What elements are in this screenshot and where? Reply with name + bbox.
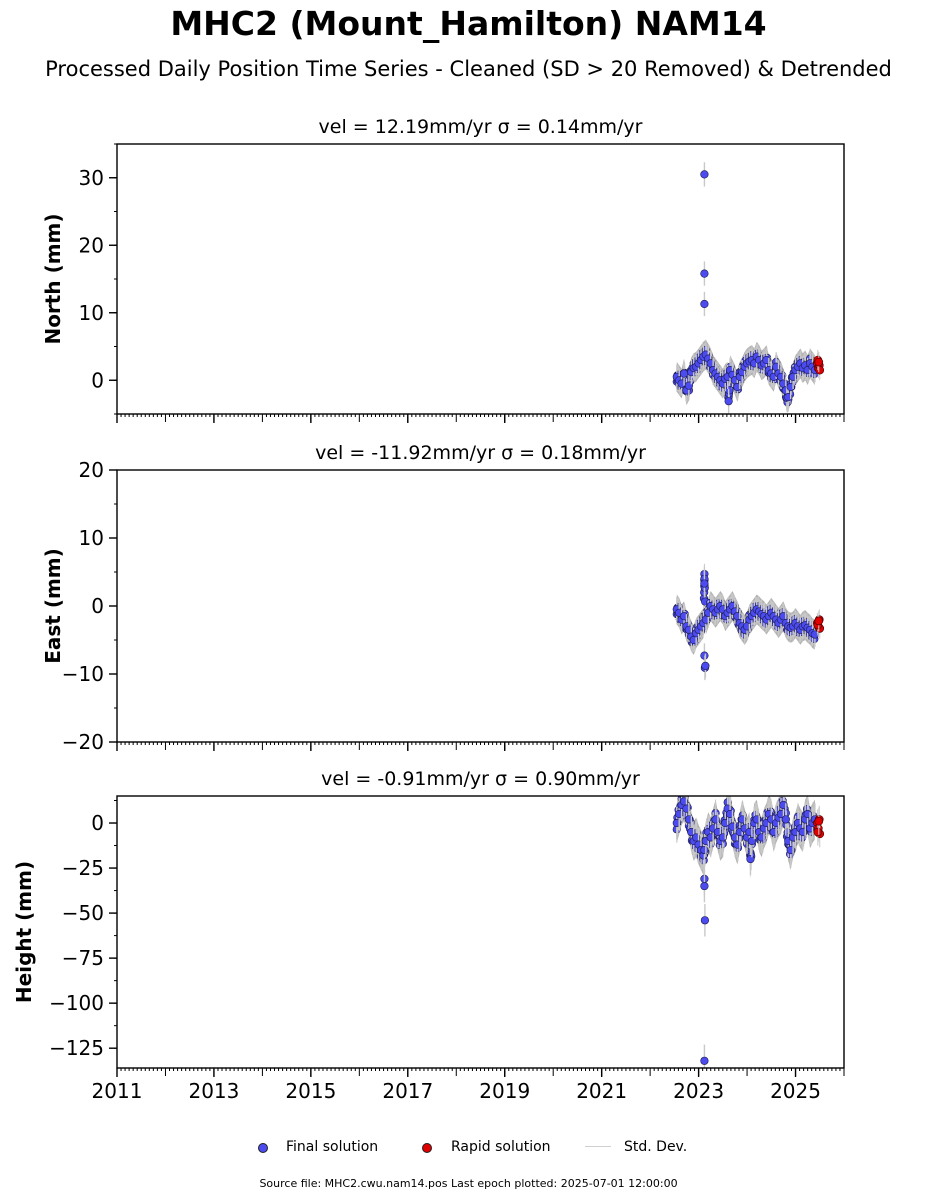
final-point: [746, 854, 755, 864]
x-tick-label: 2011: [92, 1079, 143, 1103]
final-point: [701, 661, 710, 670]
rapid-point: [814, 616, 824, 626]
x-tick-label: 2015: [285, 1079, 336, 1103]
legend-final-marker: [258, 1143, 268, 1153]
y-tick-label: 20: [79, 233, 104, 257]
y-tick-label: −125: [49, 1036, 104, 1060]
y-axis-label: East (mm): [41, 548, 65, 664]
chart-subtitle: Processed Daily Position Time Series - C…: [45, 57, 892, 81]
legend-rapid-marker: [422, 1143, 432, 1153]
legend-std-label: Std. Dev.: [624, 1139, 688, 1155]
y-axis-label: North (mm): [41, 213, 65, 344]
panel-east: vel = -11.92mm/yr σ = 0.18mm/yr East (mm)…: [41, 442, 845, 754]
final-point: [700, 845, 709, 855]
panel-height: vel = -0.91mm/yr σ = 0.90mm/yr Height (mm…: [12, 768, 845, 1103]
x-tick-label: 2019: [479, 1079, 530, 1103]
y-tick-label: 0: [91, 594, 104, 618]
final-point: [700, 579, 709, 588]
final-point: [781, 815, 790, 824]
y-tick-label: 20: [79, 458, 104, 482]
panel-north: vel = 12.19mm/yr σ = 0.14mm/yr North (mm)…: [41, 116, 845, 423]
y-tick-label: 10: [79, 526, 104, 550]
x-tick-label: 2017: [382, 1079, 433, 1103]
x-tick-label: 2021: [576, 1079, 627, 1103]
x-tick-label: 2013: [188, 1079, 239, 1103]
rapid-point: [813, 827, 823, 837]
final-point: [700, 1056, 709, 1065]
y-tick-label: −10: [62, 662, 104, 686]
y-tick-label: −25: [62, 856, 104, 880]
std-dev-band: [676, 563, 815, 655]
rapid-point: [814, 357, 824, 367]
legend-std-line: [585, 1146, 611, 1147]
y-tick-label: 0: [91, 811, 104, 835]
y-tick-label: 0: [91, 368, 104, 392]
plot-area: [672, 162, 825, 414]
y-tick-label: −75: [62, 946, 104, 970]
x-tick-label: 2025: [770, 1079, 821, 1103]
y-tick-label: 30: [79, 166, 104, 190]
final-point: [700, 269, 709, 278]
panel-title: vel = 12.19mm/yr σ = 0.14mm/yr: [319, 116, 643, 138]
axes-frame: [116, 469, 845, 743]
y-tick-label: −100: [49, 991, 104, 1015]
y-tick-label: −20: [62, 730, 104, 754]
chart-title: MHC2 (Mount_Hamilton) NAM14: [170, 4, 767, 43]
final-point: [700, 916, 710, 925]
x-tick-label: 2023: [673, 1079, 724, 1103]
source-note: Source file: MHC2.cwu.nam14.pos Last epo…: [259, 1177, 678, 1190]
legend-rapid-label: Rapid solution: [451, 1139, 551, 1155]
rapid-point: [815, 365, 825, 375]
final-point: [700, 881, 709, 891]
final-point: [679, 369, 689, 378]
axes-frame: [116, 143, 845, 415]
panel-title: vel = -0.91mm/yr σ = 0.90mm/yr: [321, 768, 640, 790]
y-axis-label: Height (mm): [12, 861, 36, 1003]
final-point: [700, 299, 709, 309]
plot-area: [672, 563, 825, 681]
axes-frame: [116, 795, 845, 1069]
final-point: [700, 170, 709, 179]
legend-final-label: Final solution: [286, 1139, 379, 1155]
panel-title: vel = -11.92mm/yr σ = 0.18mm/yr: [315, 442, 646, 464]
y-tick-label: 10: [79, 301, 104, 325]
rapid-point: [814, 816, 824, 826]
legend: Final solution Rapid solution Std. Dev.: [0, 1136, 937, 1160]
plot-area: [672, 796, 825, 1068]
final-point: [724, 397, 733, 406]
y-tick-label: −50: [62, 901, 104, 925]
